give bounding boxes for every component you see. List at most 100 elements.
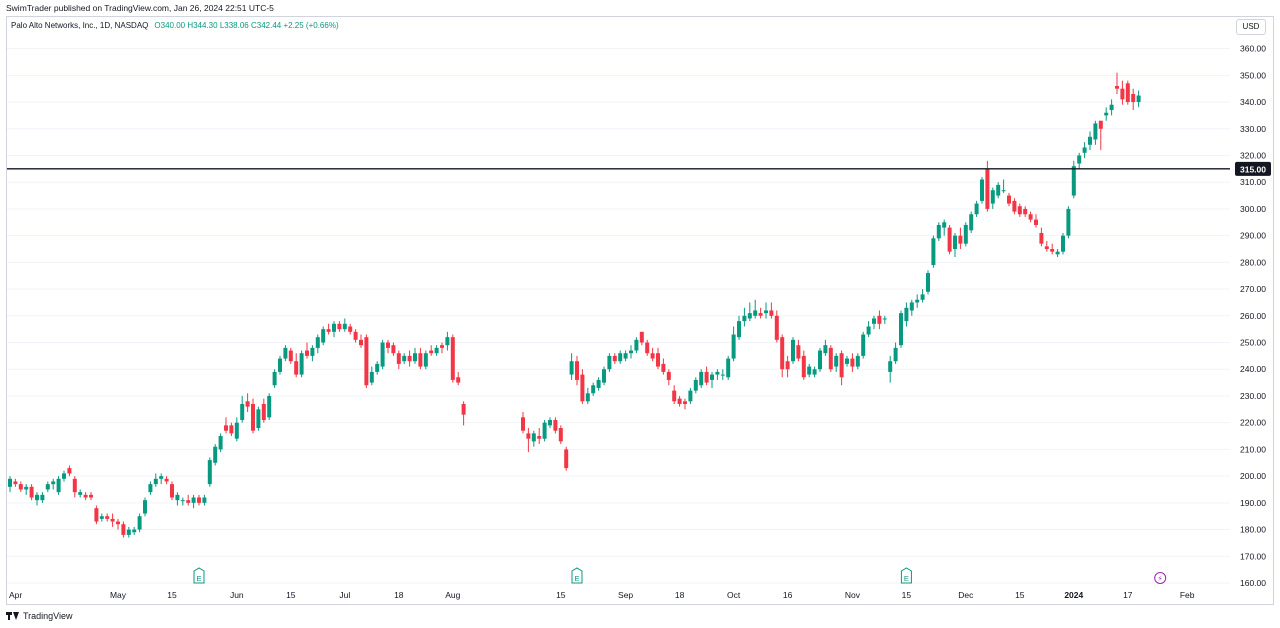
candle <box>137 513 142 533</box>
candle <box>180 497 185 506</box>
tradingview-brand[interactable]: TradingView <box>6 611 73 621</box>
candle-body <box>197 497 201 503</box>
symbol-name[interactable]: Palo Alto Networks, Inc., 1D, NASDAQ <box>11 21 149 30</box>
candle <box>261 398 266 423</box>
candle-body <box>1098 120 1103 129</box>
candle <box>1093 120 1098 145</box>
candle <box>1001 179 1006 193</box>
x-tick-label: Nov <box>845 590 861 600</box>
currency-button[interactable]: USD <box>1236 19 1266 35</box>
candle <box>791 337 795 364</box>
candle-body <box>904 307 909 322</box>
candle <box>990 187 995 209</box>
candle-body <box>229 425 234 434</box>
candle <box>1050 243 1055 255</box>
candle <box>915 294 920 308</box>
candle <box>450 334 455 383</box>
candle-body <box>1077 155 1082 164</box>
candle <box>326 323 331 335</box>
earnings-marker-icon[interactable]: E <box>900 567 912 584</box>
candle-body <box>143 500 147 514</box>
candle <box>553 417 558 434</box>
candle <box>753 299 758 319</box>
candle <box>958 227 963 249</box>
candle <box>369 366 374 386</box>
y-tick-label: 220.00 <box>1240 418 1266 428</box>
y-tick-label: 340.00 <box>1240 97 1266 107</box>
candle <box>812 366 817 378</box>
candle-body <box>931 238 936 266</box>
y-tick-label: 240.00 <box>1240 364 1266 374</box>
candle <box>1061 232 1065 255</box>
candle-body <box>548 420 552 426</box>
tradingview-logo-icon <box>6 612 20 620</box>
candle <box>974 200 979 217</box>
candle-body <box>645 342 650 354</box>
candle-body <box>13 481 18 485</box>
candle-body <box>1034 219 1038 225</box>
candle <box>737 315 741 340</box>
candle <box>683 398 687 410</box>
candle <box>342 318 347 332</box>
candle-body <box>1136 95 1141 103</box>
candle <box>153 473 158 487</box>
candle-body <box>618 353 623 362</box>
candle-body <box>774 315 779 340</box>
candle <box>828 345 833 372</box>
candle-body <box>461 403 466 415</box>
candle-body <box>45 484 50 490</box>
candle <box>375 361 380 375</box>
candle-body <box>634 339 639 351</box>
candle-body <box>980 179 984 201</box>
candle-body <box>683 401 687 404</box>
candle <box>143 497 147 517</box>
candle <box>1017 203 1022 217</box>
candle-body <box>850 358 855 367</box>
candle-body <box>845 358 849 364</box>
candle-body <box>553 420 558 431</box>
candle-body <box>299 353 304 375</box>
earnings-marker-icon[interactable]: E <box>193 567 205 584</box>
candle <box>1039 227 1044 247</box>
legend-close-value: 342.44 <box>256 21 282 30</box>
candle-body <box>1115 86 1119 89</box>
candle <box>315 334 320 354</box>
candle <box>963 222 968 247</box>
candle <box>1055 249 1060 258</box>
candle-body <box>337 323 342 330</box>
candle <box>45 481 50 493</box>
candle-body <box>359 339 363 346</box>
candle-body <box>704 371 709 383</box>
candle-body <box>240 403 245 421</box>
candle <box>126 526 131 538</box>
candle <box>661 358 666 375</box>
candle <box>720 369 725 380</box>
earnings-marker-icon[interactable]: E <box>571 567 583 584</box>
candle-body <box>429 350 434 354</box>
candle-body <box>585 393 590 402</box>
candle-body <box>99 516 104 519</box>
y-tick-label: 300.00 <box>1240 204 1266 214</box>
candle <box>299 350 304 378</box>
candle <box>785 355 790 378</box>
candle-body <box>175 494 180 501</box>
candle <box>294 353 299 378</box>
candle <box>591 382 596 396</box>
candle <box>996 182 1001 199</box>
candle <box>116 518 120 530</box>
candle <box>575 355 579 386</box>
candle-body <box>245 401 250 407</box>
dividend-marker-icon[interactable]: ⚡ <box>1154 572 1167 584</box>
candle-body <box>650 353 655 359</box>
candle-body <box>866 326 871 335</box>
candle <box>650 347 655 362</box>
candle-body <box>386 342 390 348</box>
candle <box>893 342 898 364</box>
candle-body <box>1125 83 1130 103</box>
candle-body <box>407 355 412 362</box>
candle <box>602 366 606 386</box>
candle-body <box>170 484 174 498</box>
candle-body <box>267 395 272 418</box>
candle <box>348 323 353 335</box>
